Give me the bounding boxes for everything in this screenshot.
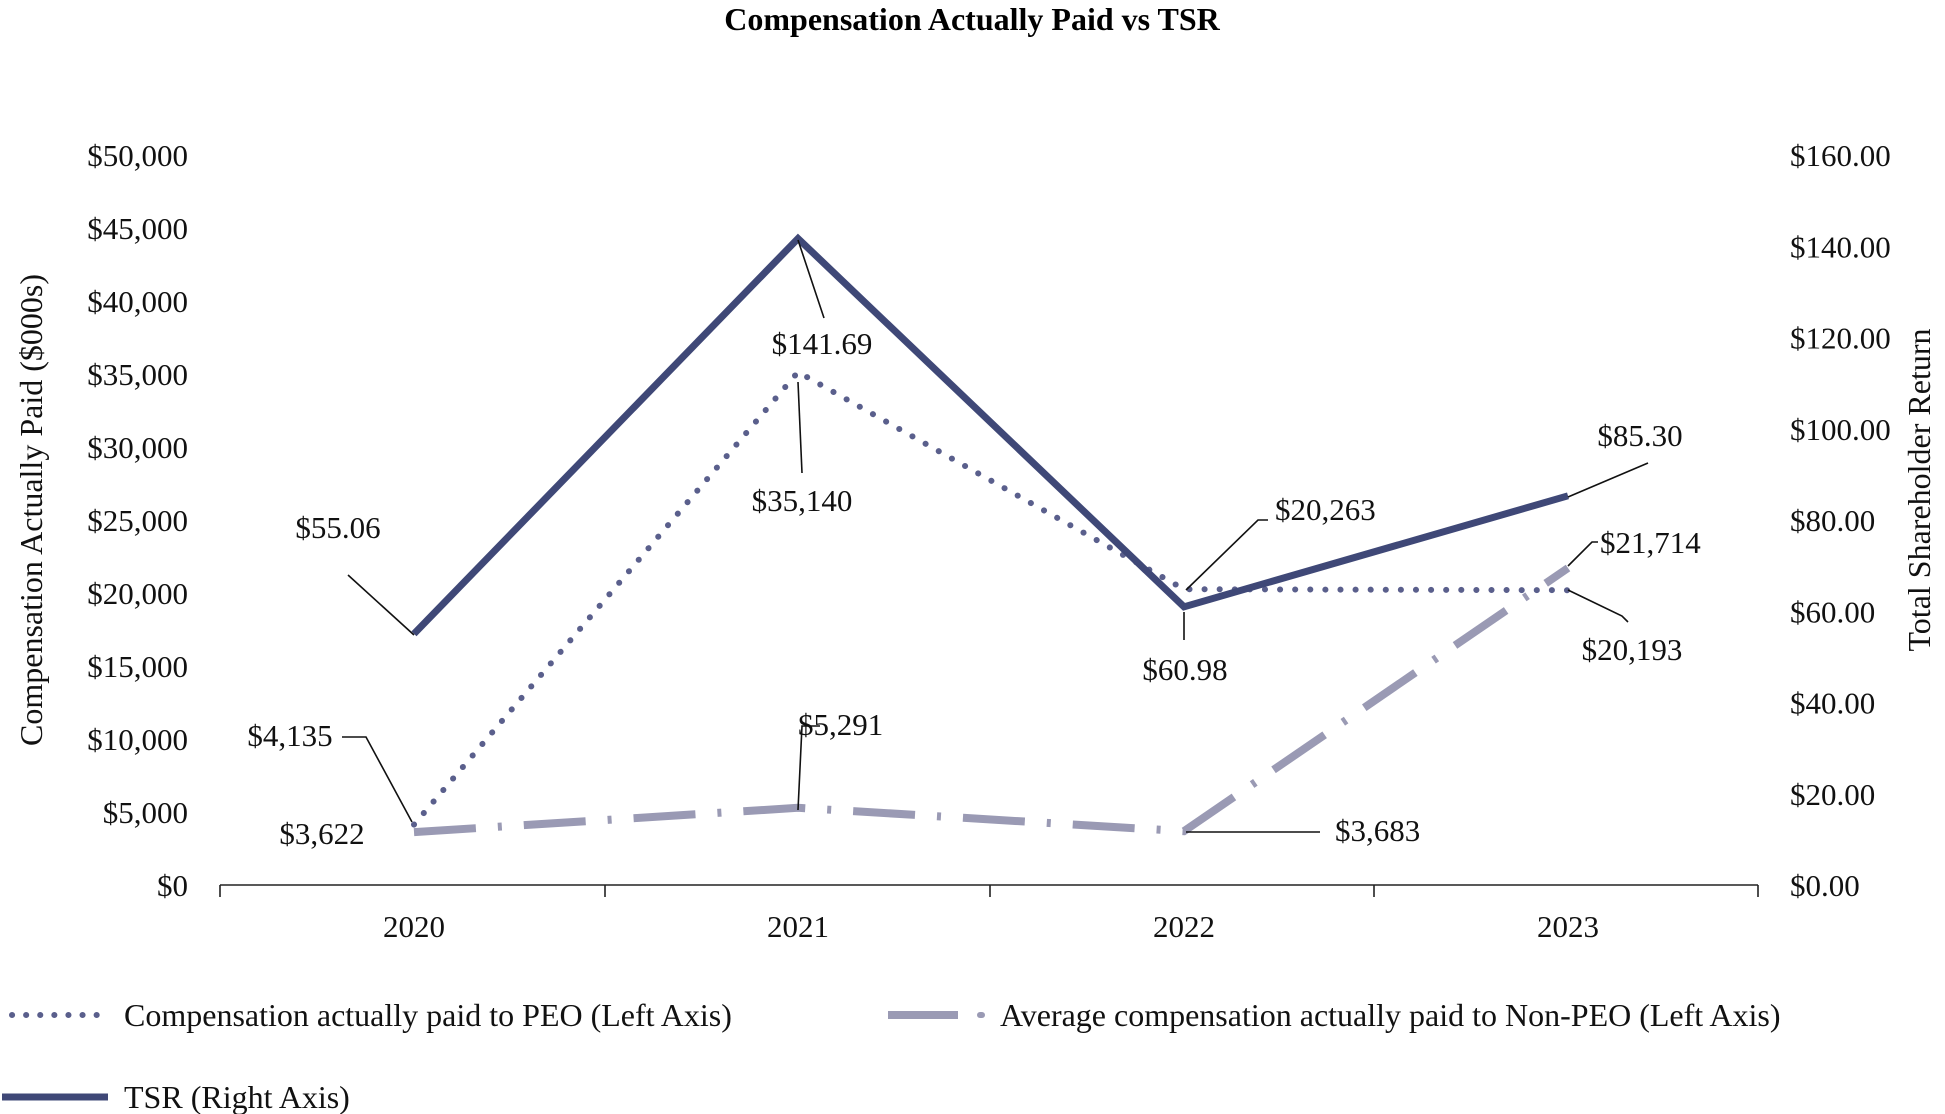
legend-label-peo: Compensation actually paid to PEO (Left … [124,997,732,1033]
non-peo-data-label: $5,291 [798,707,883,742]
left-tick-label: $5,000 [103,795,188,830]
tsr-data-label: $60.98 [1142,652,1227,687]
left-tick-label: $50,000 [87,138,188,173]
left-tick-label: $45,000 [87,211,188,246]
non-peo-data-label: $3,683 [1335,813,1420,848]
left-axis-ticks: $0 $5,000 $10,000 $15,000 $20,000 $25,000 $30,… [87,138,188,903]
x-axis: 2020 2021 2022 2023 [219,884,1759,944]
tsr-series-line [411,233,1569,637]
tsr-data-label: $55.06 [295,510,380,545]
leader-line [1567,589,1629,623]
peo-data-label: $35,140 [752,483,853,518]
right-tick-label: $40.00 [1790,686,1875,721]
right-tick-label: $20.00 [1790,777,1875,812]
non-peo-data-label: $3,622 [279,816,364,851]
left-axis-title: Compensation Actually Paid ($000s) [13,274,49,746]
right-tick-label: $140.00 [1790,229,1891,264]
left-tick-label: $0 [157,868,188,903]
right-tick-label: $100.00 [1790,412,1891,447]
left-tick-label: $40,000 [87,284,188,319]
right-tick-label: $120.00 [1790,321,1891,356]
right-axis-ticks: $0.00 $20.00 $40.00 $60.00 $80.00 $100.00 $120… [1790,138,1891,903]
tsr-data-label: $141.69 [772,326,873,361]
non-peo-series-line [413,564,1571,837]
legend-item-peo: Compensation actually paid to PEO (Left … [9,997,732,1033]
right-tick-label: $0.00 [1790,868,1860,903]
chart-title: Compensation Actually Paid vs TSR [724,1,1220,37]
right-tick-label: $160.00 [1790,138,1891,173]
peo-data-label: $20,263 [1275,492,1376,527]
peo-data-label: $20,193 [1582,632,1683,667]
leader-line [1185,519,1268,591]
x-tick-label: 2023 [1537,909,1599,944]
left-tick-label: $15,000 [87,649,188,684]
leader-line [347,574,415,636]
left-tick-label: $20,000 [87,576,188,611]
series-layer [411,233,1571,837]
left-tick-label: $35,000 [87,357,188,392]
legend-item-tsr: TSR (Right Axis) [2,1079,350,1114]
x-tick-label: 2022 [1153,909,1215,944]
left-tick-label: $10,000 [87,722,188,757]
non-peo-data-label: $21,714 [1600,525,1701,560]
right-tick-label: $60.00 [1790,594,1875,629]
tsr-data-label: $85.30 [1597,418,1682,453]
leader-line [797,239,825,319]
legend-label-tsr: TSR (Right Axis) [124,1079,350,1114]
x-tick-label: 2020 [383,909,445,944]
legend: Compensation actually paid to PEO (Left … [2,997,1781,1114]
peo-series-line [411,368,1571,828]
leader-line [342,736,413,823]
x-tick-label: 2021 [767,909,829,944]
data-labels: $4,135 $35,140 $20,263 $20,193 $3,622 $5,291 $… [247,239,1701,851]
legend-label-non-peo: Average compensation actually paid to No… [1000,997,1781,1033]
leader-line [797,725,820,811]
left-tick-label: $25,000 [87,503,188,538]
right-tick-label: $80.00 [1790,503,1875,538]
left-tick-label: $30,000 [87,430,188,465]
legend-item-non-peo: Average compensation actually paid to No… [888,997,1781,1033]
leader-line [1567,541,1598,567]
right-axis-title: Total Shareholder Return [1901,329,1937,652]
leader-line [1567,462,1649,498]
peo-data-label: $4,135 [247,718,332,753]
leader-line [797,381,803,474]
